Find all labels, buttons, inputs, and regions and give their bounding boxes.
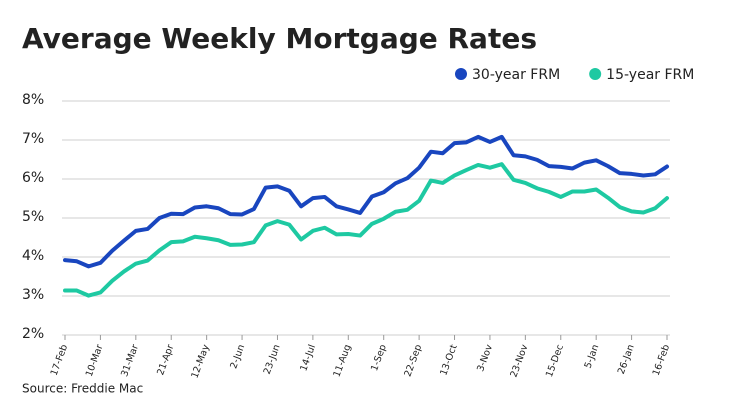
x-tick-label: 23-Jun <box>262 343 283 376</box>
x-tick-label: 22-Sep <box>403 343 425 378</box>
x-tick-label: 12-May <box>189 343 211 380</box>
legend-label: 30-year FRM <box>472 67 560 83</box>
y-tick-label: 7% <box>22 131 44 147</box>
x-tick-label: 1-Sep <box>369 343 389 373</box>
x-tick-label: 13-Oct <box>438 343 459 377</box>
x-tick-label: 17-Feb <box>49 343 70 377</box>
series-line <box>63 134 669 269</box>
source: Source: Freddie Mac <box>22 382 143 396</box>
x-tick-label: 11-Aug <box>332 343 354 379</box>
y-tick-label: 6% <box>22 170 44 186</box>
x-tick-label: 31-Mar <box>119 343 141 378</box>
chart-title: Average Weekly Mortgage Rates <box>22 22 537 55</box>
legend-label: 15-year FRM <box>606 67 694 83</box>
legend-marker <box>589 68 602 80</box>
x-tick-label: 14-Jul <box>298 343 318 373</box>
y-tick-label: 2% <box>22 326 44 342</box>
x-tick-label: 5-Jan <box>583 343 602 370</box>
x-tick-label: 2-Jun <box>228 343 247 370</box>
x-tick-label: 26-Jan <box>616 343 637 376</box>
y-tick-label: 8% <box>22 92 44 108</box>
y-tick-label: 3% <box>22 287 44 303</box>
x-tick-label: 3-Nov <box>475 343 495 373</box>
x-tick-label: 16-Feb <box>651 343 672 377</box>
series-line <box>63 162 669 298</box>
x-tick-label: 15-Dec <box>544 343 566 379</box>
x-tick-label: 10-Mar <box>84 343 106 378</box>
x-tick-label: 21-Apr <box>155 343 176 377</box>
x-tick-label: 23-Nov <box>509 343 531 379</box>
legend-marker <box>455 68 467 80</box>
y-tick-label: 5% <box>22 209 44 225</box>
y-tick-label: 4% <box>22 248 44 264</box>
